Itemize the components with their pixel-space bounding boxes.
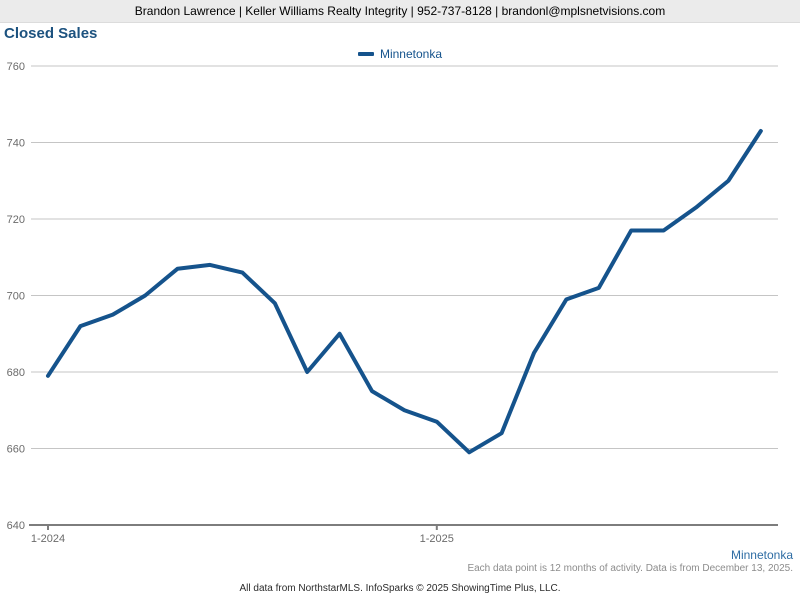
chart-title: Closed Sales	[4, 25, 98, 42]
footer-attribution: All data from NorthstarMLS. InfoSparks ©…	[239, 583, 561, 594]
header-bar: Brandon Lawrence | Keller Williams Realt…	[0, 0, 800, 23]
y-axis-label: 720	[7, 214, 25, 226]
y-axis-label: 640	[7, 520, 25, 532]
footer-note: Each data point is 12 months of activity…	[467, 563, 793, 574]
x-axis-tick-label: 1-2024	[31, 533, 65, 545]
closed-sales-chart: 640 660 680 700 720 740 760 1-2024 1-2025	[7, 61, 778, 545]
footer-area-link[interactable]: Minnetonka	[730, 548, 793, 562]
x-axis-tick-label: 1-2025	[420, 533, 454, 545]
y-axis-label: 740	[7, 138, 25, 150]
legend-line-swatch	[357, 52, 374, 56]
legend: Minnetonka	[0, 47, 800, 61]
legend-label: Minnetonka	[379, 47, 443, 61]
y-axis-label: 660	[7, 444, 25, 456]
minnetonka-series-line	[46, 129, 763, 455]
y-axis-label: 680	[7, 367, 25, 379]
y-axis-label: 700	[7, 291, 25, 303]
header-contact-line: Brandon Lawrence | Keller Williams Realt…	[134, 4, 666, 18]
y-axis-label: 760	[7, 61, 25, 73]
